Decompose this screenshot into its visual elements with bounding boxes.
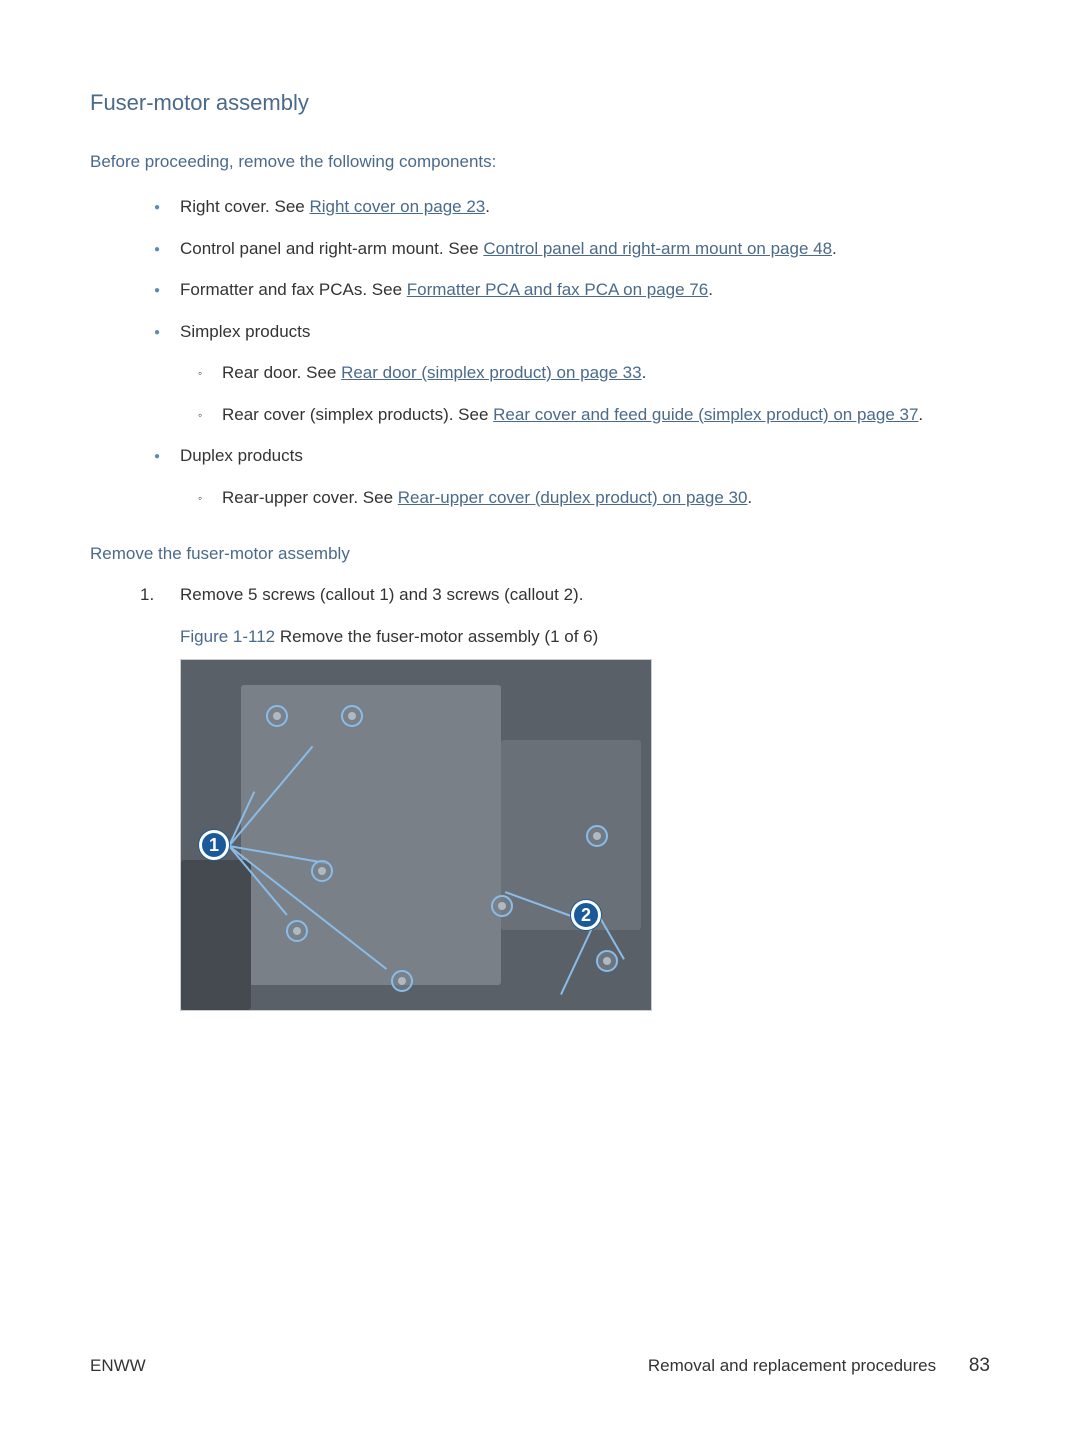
list-suffix: . (485, 197, 490, 216)
document-page: Fuser-motor assembly Before proceeding, … (0, 0, 1080, 1437)
step-item: 1. Remove 5 screws (callout 1) and 3 scr… (180, 582, 990, 1011)
screw-marker (596, 950, 618, 972)
list-text: Rear door. See (222, 363, 341, 382)
sub-list-item: Rear door. See Rear door (simplex produc… (222, 360, 990, 386)
list-item: Right cover. See Right cover on page 23. (180, 194, 990, 220)
screw-marker (586, 825, 608, 847)
step-number: 1. (140, 582, 154, 608)
figure-caption-text: Remove the fuser-motor assembly (1 of 6) (275, 627, 598, 646)
list-text: Formatter and fax PCAs. See (180, 280, 407, 299)
list-text: Rear-upper cover. See (222, 488, 398, 507)
list-text: Duplex products (180, 446, 303, 465)
xref-link[interactable]: Formatter PCA and fax PCA on page 76 (407, 280, 708, 299)
screw-marker (266, 705, 288, 727)
callout-badge-2: 2 (571, 900, 601, 930)
list-suffix: . (708, 280, 713, 299)
list-suffix: . (832, 239, 837, 258)
remove-heading: Remove the fuser-motor assembly (90, 544, 990, 564)
screw-marker (286, 920, 308, 942)
list-item: Simplex products Rear door. See Rear doo… (180, 319, 990, 428)
figure-label: Figure 1-112 (180, 627, 275, 646)
sub-list: Rear-upper cover. See Rear-upper cover (… (180, 485, 990, 511)
screw-marker (391, 970, 413, 992)
steps-list: 1. Remove 5 screws (callout 1) and 3 scr… (90, 582, 990, 1011)
screw-marker (311, 860, 333, 882)
pre-heading: Before proceeding, remove the following … (90, 152, 990, 172)
figure-image: 12 (180, 659, 652, 1011)
footer-left: ENWW (90, 1356, 146, 1376)
xref-link[interactable]: Rear door (simplex product) on page 33 (341, 363, 642, 382)
list-text: Control panel and right-arm mount. See (180, 239, 483, 258)
screw-marker (491, 895, 513, 917)
xref-link[interactable]: Rear-upper cover (duplex product) on pag… (398, 488, 748, 507)
xref-link[interactable]: Right cover on page 23 (309, 197, 485, 216)
step-text: Remove 5 screws (callout 1) and 3 screws… (180, 585, 583, 604)
footer-right: Removal and replacement procedures (648, 1356, 936, 1375)
list-item: Formatter and fax PCAs. See Formatter PC… (180, 277, 990, 303)
section-title: Fuser-motor assembly (90, 90, 990, 116)
sub-list-item: Rear cover (simplex products). See Rear … (222, 402, 990, 428)
figure-caption: Figure 1-112 Remove the fuser-motor asse… (180, 624, 990, 650)
sub-list: Rear door. See Rear door (simplex produc… (180, 360, 990, 427)
page-number: 83 (969, 1355, 990, 1376)
list-item: Control panel and right-arm mount. See C… (180, 236, 990, 262)
list-text: Rear cover (simplex products). See (222, 405, 493, 424)
callout-badge-1: 1 (199, 830, 229, 860)
xref-link[interactable]: Control panel and right-arm mount on pag… (483, 239, 832, 258)
list-text: Simplex products (180, 322, 310, 341)
sub-list-item: Rear-upper cover. See Rear-upper cover (… (222, 485, 990, 511)
page-footer: ENWW Removal and replacement procedures … (90, 1355, 990, 1377)
list-text: Right cover. See (180, 197, 309, 216)
xref-link[interactable]: Rear cover and feed guide (simplex produ… (493, 405, 918, 424)
footer-right-wrap: Removal and replacement procedures 83 (648, 1355, 990, 1377)
list-suffix: . (747, 488, 752, 507)
screw-marker (341, 705, 363, 727)
component-list: Right cover. See Right cover on page 23.… (90, 194, 990, 510)
list-suffix: . (918, 405, 923, 424)
list-suffix: . (642, 363, 647, 382)
list-item: Duplex products Rear-upper cover. See Re… (180, 443, 990, 510)
